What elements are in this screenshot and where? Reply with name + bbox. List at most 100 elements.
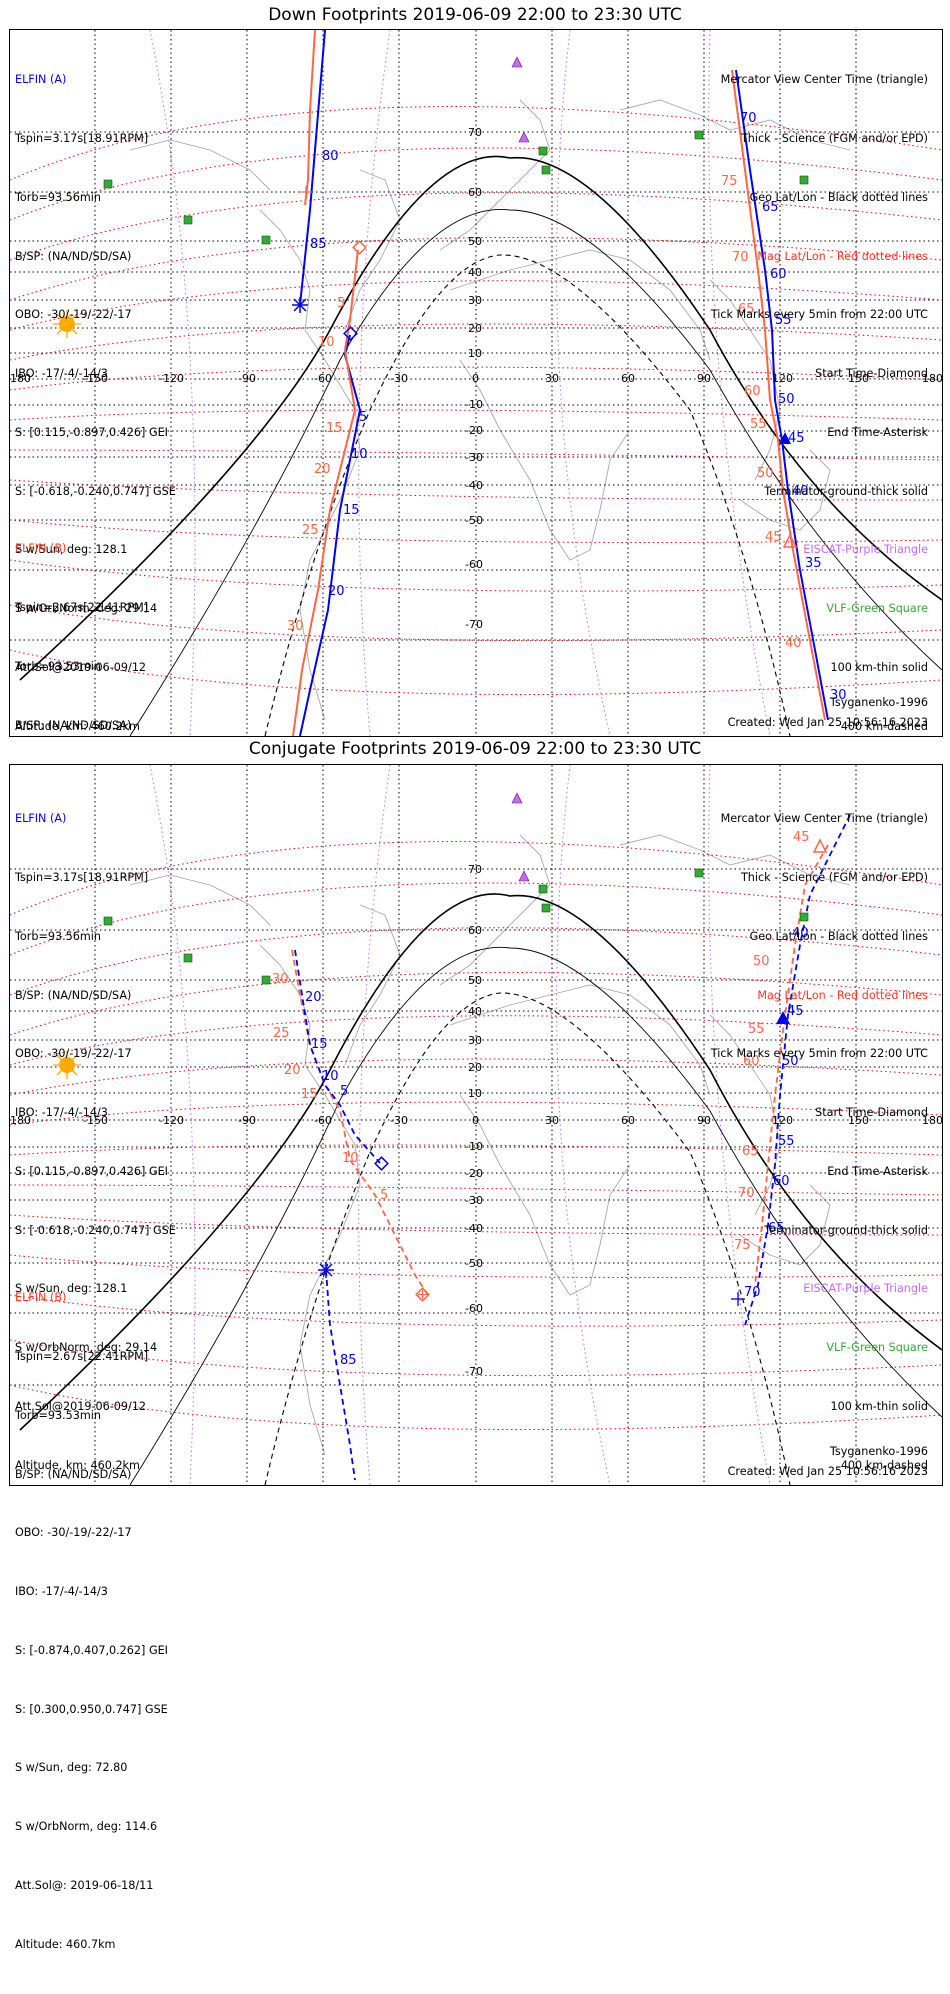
info-line: Tspin=3.17s[18.91RPM] [15, 131, 149, 145]
mag-grid [10, 106, 942, 696]
lon-tick: -120 [159, 1114, 184, 1127]
tick-label: 15 [326, 421, 343, 436]
lon-tick: -60 [314, 1114, 332, 1127]
lat-tick: 60 [468, 924, 482, 937]
tick-label: 45 [788, 431, 805, 446]
elfin-b-header: ELFIN (B) [15, 1291, 67, 1305]
mag-meridians [149, 765, 771, 1485]
tick-label: 25 [302, 523, 319, 538]
tick-label: 55 [775, 313, 792, 328]
lon-tick: 90 [697, 1114, 711, 1127]
elfin-b-start-diamond [415, 1287, 430, 1302]
info-line: B/SP: (NA/ND/SD/SA) [15, 1467, 132, 1481]
tick-label: 85 [340, 1353, 357, 1368]
tick-label: 40 [792, 926, 809, 941]
vlf-squares [103, 868, 809, 985]
info-line: Torb=93.53min [15, 1408, 101, 1422]
elfin-a-track-west-north [299, 30, 326, 306]
tick-label: 80 [322, 149, 339, 164]
lon-tick-labels: -180 -150 -120 -90 -60 -30 0 30 60 90 12… [10, 372, 942, 385]
info-line: OBO: -30/-19/-22/-17 [15, 1047, 132, 1061]
tick-label: 10 [351, 447, 368, 462]
tick-label: 60 [743, 1054, 760, 1069]
lon-tick: 150 [848, 372, 869, 385]
lat-tick: 30 [468, 1034, 482, 1047]
tick-label: 45 [793, 830, 810, 845]
lat-tick: -30 [465, 1194, 483, 1207]
tick-label: 70 [732, 250, 749, 265]
down-tick-labels: 80 85 5 10 15 20 5 10 15 20 25 30 70 65 … [287, 111, 847, 703]
elfin-a-start-diamond [343, 326, 358, 341]
legend-item: Thick - Science (FGM and/or EPD) [740, 131, 928, 145]
legend-item: VLF-Green Square [826, 1341, 928, 1355]
geo-grid [10, 765, 942, 1485]
info-line: IBO: -17/-4/-14/3 [15, 1106, 108, 1120]
tick-label: 55 [778, 1134, 795, 1149]
elfin-b-header: ELFIN (B) [15, 542, 67, 556]
lon-tick: 180 [922, 1114, 942, 1127]
lat-tick: -60 [465, 558, 483, 571]
tick-label: 70 [744, 1285, 761, 1300]
lon-tick: -150 [83, 1114, 108, 1127]
tick-label: 55 [750, 417, 767, 432]
info-line: B/SP: (NA/ND/SD/SA) [15, 718, 132, 732]
tick-label: 60 [770, 267, 787, 282]
legend-item: Mag Lat/Lon - Red dotted lines [757, 249, 928, 263]
info-line: B/SP: (NA/ND/SD/SA) [15, 249, 132, 263]
lon-tick: -180 [10, 1114, 31, 1127]
info-line: Att.Sol@: 2019-06-18/11 [15, 1879, 154, 1892]
legend-item: Tick Marks every 5min from 22:00 UTC [710, 1047, 928, 1061]
tick-label: 40 [792, 484, 809, 499]
legend-item: VLF-Green Square [826, 602, 928, 616]
info-line: S w/OrbNorm, deg: 114.6 [15, 1820, 158, 1834]
tick-label: 55 [748, 1022, 765, 1037]
info-line: OBO: -30/-19/-22/-17 [15, 308, 132, 322]
tick-label: 45 [787, 1004, 804, 1019]
elfin-a-end-asterisk-east [731, 1292, 745, 1306]
lon-tick: 180 [922, 372, 942, 385]
elfin-a-header: ELFIN (A) [15, 73, 67, 87]
map-down-svg: 80 85 5 10 15 20 5 10 15 20 25 30 70 65 … [10, 30, 942, 736]
lat-tick: 70 [468, 863, 482, 876]
info-line: IBO: -17/-4/-14/3 [15, 1585, 108, 1599]
tick-label: 40 [785, 636, 802, 651]
lat-tick: 70 [468, 126, 482, 139]
lat-tick: -10 [465, 398, 483, 411]
info-line: Torb=93.53min [15, 659, 101, 673]
lon-tick: -90 [238, 1114, 256, 1127]
tick-label: 30 [830, 688, 847, 703]
lat-tick-labels: 70 60 50 40 30 20 10 -10 -20 -30 -40 -50… [465, 863, 483, 1378]
map-conjugate-footprints: 20 15 10 5 85 30 25 20 15 10 5 40 45 50 … [9, 764, 943, 1951]
panel-title-down: Down Footprints 2019-06-09 22:00 to 23:3… [268, 5, 682, 25]
info-line: B/SP: (NA/ND/SD/SA) [15, 988, 132, 1002]
lon-tick: 120 [772, 372, 793, 385]
tick-label: 15 [343, 503, 360, 518]
lat-tick: 30 [468, 294, 482, 307]
geo-grid [10, 30, 942, 736]
info-line: S w/Sun, deg: 72.80 [15, 1761, 128, 1775]
lon-tick: 150 [848, 1114, 869, 1127]
info-line: Att.Sol@2019-06-09/12 [15, 1400, 147, 1413]
elfin-b-conj-west [291, 949, 429, 1296]
lon-tick: 120 [772, 1114, 793, 1127]
tick-label: 30 [287, 619, 304, 634]
legend-item: Mercator View Center Time (triangle) [720, 73, 928, 87]
tick-label: 15 [301, 1087, 318, 1102]
lon-tick: -30 [390, 372, 408, 385]
lat-tick: 20 [468, 1061, 482, 1074]
eiscat-triangle [511, 792, 523, 804]
legend-item: Start Time-Diamond [815, 1106, 928, 1120]
info-line: S w/Sun, deg: 128.1 [15, 543, 128, 557]
tick-label: 50 [757, 466, 774, 481]
tick-label: 5 [337, 296, 345, 311]
lon-tick-labels: -180 -150 -120 -90 -60 -30 0 30 60 90 12… [10, 1114, 942, 1127]
conj-tick-labels: 20 15 10 5 85 30 25 20 15 10 5 40 45 50 … [272, 830, 810, 1368]
legend-item: 100 km-thin solid [830, 661, 928, 674]
tick-label: 10 [342, 1151, 359, 1166]
elfin-a-conj-west-south [325, 1269, 356, 1481]
lon-tick: 30 [545, 372, 559, 385]
lat-tick: -10 [465, 1140, 483, 1153]
created-label: Created: Wed Jan 25 10:56:16 2023 [727, 1465, 928, 1478]
info-line: Tspin=2.67s[22.41RPM] [15, 600, 149, 614]
legend: Mercator View Center Time (triangle) Thi… [711, 31, 928, 776]
